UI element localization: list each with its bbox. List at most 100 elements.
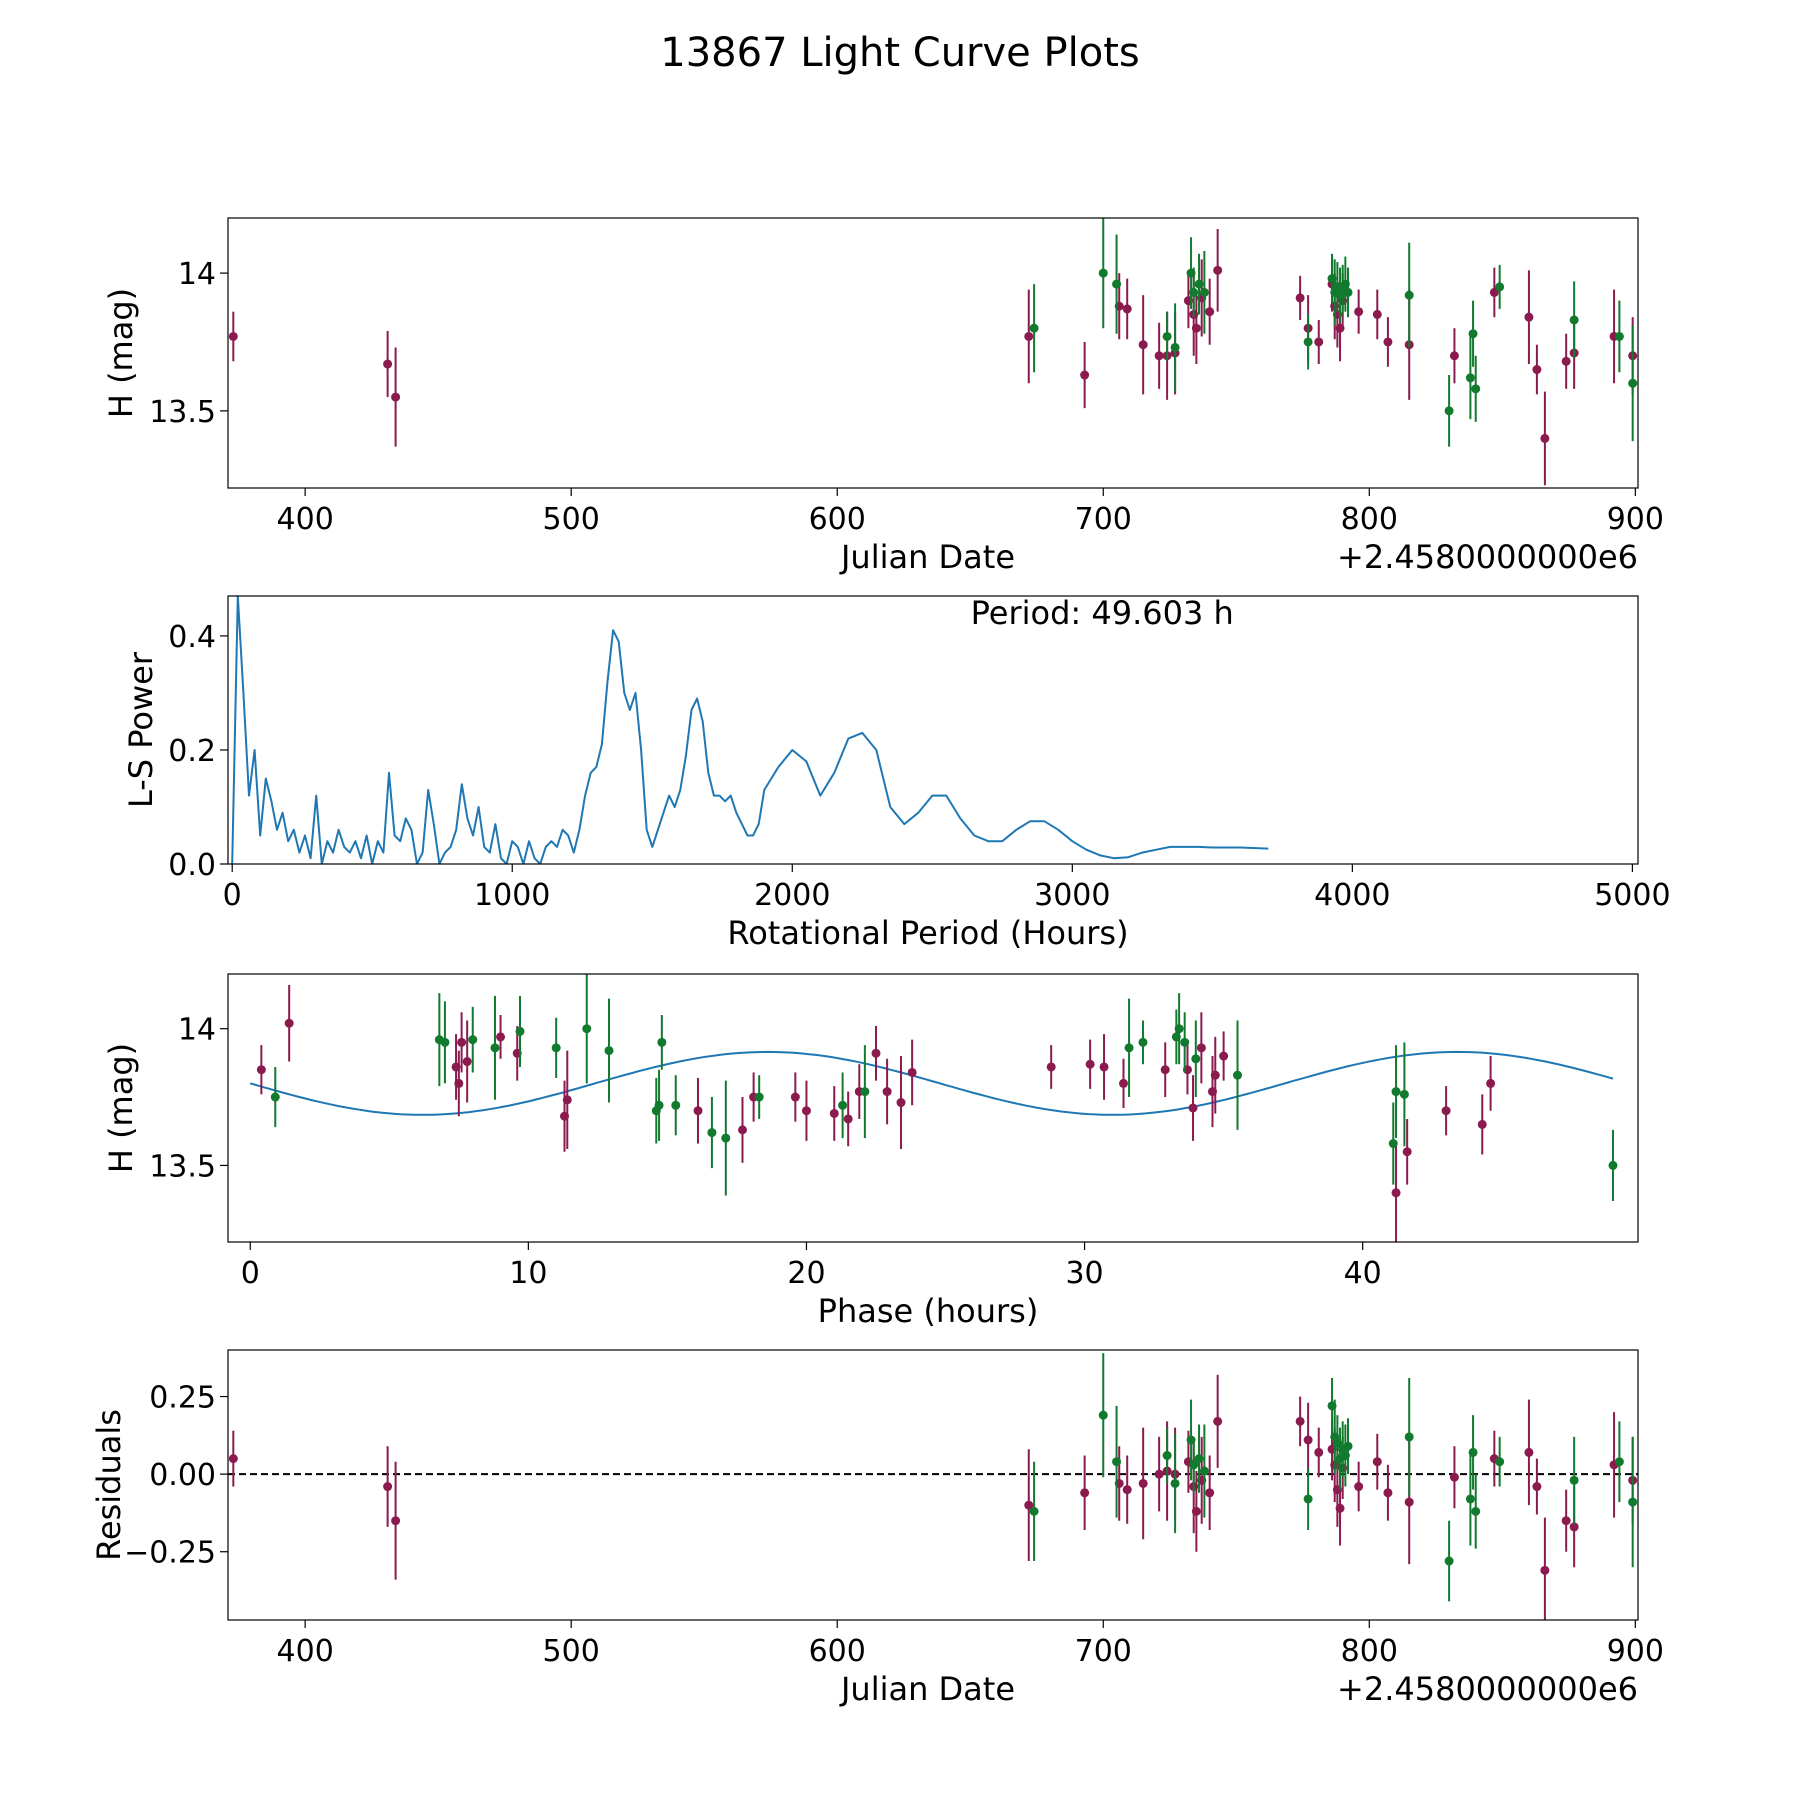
phase-folded-point-A	[1160, 1065, 1170, 1075]
residuals-point-A	[1295, 1416, 1305, 1426]
light-curve-xtick-label: 500	[543, 502, 600, 537]
residuals-frame	[227, 1349, 1639, 1621]
phase-folded-point-A	[1219, 1051, 1229, 1061]
light-curve-point-A	[1383, 337, 1393, 347]
phase-folded-point-A	[1085, 1059, 1095, 1069]
light-curve-xtick-label: 600	[809, 502, 866, 537]
phase-folded-xtick-label: 20	[787, 1256, 825, 1291]
phase-folded-point-B	[860, 1087, 870, 1097]
light-curve-point-B	[1468, 329, 1478, 339]
residuals-point-B	[1170, 1478, 1180, 1488]
residuals-panel: 400 500 600 700 800 900 −0.25 0.00 0.25 Julian Da…	[90, 1349, 1664, 1708]
phase-folded-point-A	[562, 1095, 572, 1105]
light-curve-point-A	[1080, 370, 1090, 380]
light-curve-ytick-label: 14	[178, 257, 216, 292]
light-curve-point-A	[391, 392, 401, 402]
light-curve-point-A	[1213, 265, 1223, 275]
residuals-point-B	[1098, 1410, 1108, 1420]
phase-folded-point-B	[654, 1100, 664, 1110]
light-curve-point-A	[228, 331, 238, 341]
light-curve-point-A	[1024, 331, 1034, 341]
phase-folded-data	[249, 974, 1618, 1242]
phase-folded-point-A	[496, 1032, 506, 1042]
residuals-point-B	[1343, 1441, 1353, 1451]
phase-folded-ylabel: H (mag)	[102, 1043, 140, 1173]
figure-title: 13867 Light Curve Plots	[660, 30, 1139, 76]
light-curve-point-A	[1205, 307, 1215, 317]
light-curve-panel: 400 500 600 700 800 900 13.5 14 Julian Date H (ma…	[102, 217, 1664, 576]
light-curve-offset-text: +2.4580000000e6	[1337, 538, 1638, 576]
phase-folded-point-A	[801, 1106, 811, 1116]
phase-folded-point-A	[1119, 1078, 1129, 1088]
phase-folded-point-A	[457, 1037, 467, 1047]
residuals-point-A	[1383, 1488, 1393, 1498]
phase-folded-point-B	[582, 1024, 592, 1034]
periodogram-panel: 0 1000 2000 3000 4000 5000 0.0 0.2 0.4 Rotational…	[122, 594, 1671, 952]
phase-folded-ytick-label: 13.5	[149, 1149, 216, 1184]
residuals-point-A	[1569, 1522, 1579, 1532]
periodogram-ylabel: L-S Power	[122, 651, 160, 808]
residuals-point-B	[1029, 1506, 1039, 1516]
phase-folded-point-A	[1188, 1103, 1198, 1113]
periodogram-ytick-label: 0.2	[168, 734, 216, 769]
periodogram-xtick-label: 1000	[474, 878, 550, 913]
phase-folded-point-A	[843, 1114, 853, 1124]
phase-folded-xtick-label: 0	[241, 1256, 260, 1291]
phase-folded-point-A	[882, 1087, 892, 1097]
phase-folded-point-A	[1210, 1070, 1220, 1080]
light-curve-point-A	[383, 359, 393, 369]
residuals-point-A	[1213, 1416, 1223, 1426]
light-curve-point-A	[1540, 433, 1550, 443]
periodogram-ytick-label: 0.4	[168, 620, 216, 655]
residuals-offset-text: +2.4580000000e6	[1337, 1670, 1638, 1708]
phase-folded-xtick-label: 10	[509, 1256, 547, 1291]
light-curve-point-B	[1444, 406, 1454, 416]
periodogram-data	[231, 596, 1269, 864]
phase-folded-point-B	[671, 1100, 681, 1110]
phase-folded-point-A	[1099, 1062, 1109, 1072]
residuals-point-B	[1303, 1494, 1313, 1504]
residuals-xtick-label: 700	[1075, 1634, 1132, 1669]
phase-folded-xlabel: Phase (hours)	[818, 1292, 1039, 1330]
light-curve-xtick-label: 900	[1607, 502, 1664, 537]
phase-folded-point-A	[1402, 1147, 1412, 1157]
phase-folded-point-A	[1441, 1106, 1451, 1116]
phase-folded-point-B	[1391, 1087, 1401, 1097]
light-curve-point-B	[1404, 290, 1414, 300]
residuals-point-A	[391, 1516, 401, 1526]
light-curve-point-A	[1372, 309, 1382, 319]
residuals-point-B	[1495, 1457, 1505, 1467]
phase-folded-point-B	[551, 1043, 561, 1053]
residuals-point-A	[1314, 1447, 1324, 1457]
phase-folded-point-B	[1608, 1160, 1618, 1170]
periodogram-xtick-label: 5000	[1594, 878, 1670, 913]
residuals-point-B	[1465, 1494, 1475, 1504]
residuals-xtick-label: 800	[1341, 1634, 1398, 1669]
phase-folded-point-A	[1486, 1078, 1496, 1088]
light-curve-point-A	[1449, 351, 1459, 361]
phase-folded-point-B	[515, 1026, 525, 1036]
residuals-data	[228, 1353, 1638, 1620]
phase-folded-point-B	[838, 1100, 848, 1110]
phase-folded-point-B	[468, 1035, 478, 1045]
period-annotation: Period: 49.603 h	[971, 594, 1234, 632]
phase-folded-point-A	[693, 1106, 703, 1116]
phase-folded-point-A	[1391, 1188, 1401, 1198]
phase-folded-point-A	[462, 1057, 472, 1067]
light-curve-point-A	[1532, 365, 1542, 375]
residuals-point-A	[1191, 1506, 1201, 1516]
periodogram-xtick-label: 4000	[1314, 878, 1390, 913]
light-curve-point-B	[1170, 342, 1180, 352]
residuals-point-A	[1561, 1516, 1571, 1526]
phase-folded-point-A	[284, 1018, 294, 1028]
residuals-point-B	[1628, 1497, 1638, 1507]
light-curve-point-B	[1628, 378, 1638, 388]
phase-folded-point-A	[1046, 1062, 1056, 1072]
residuals-point-B	[1444, 1556, 1454, 1566]
phase-folded-point-B	[707, 1128, 717, 1138]
residuals-point-A	[228, 1454, 238, 1464]
phase-folded-point-B	[1233, 1070, 1243, 1080]
phase-folded-point-A	[790, 1092, 800, 1102]
periodogram-xlabel: Rotational Period (Hours)	[727, 914, 1128, 952]
light-curve-point-B	[1194, 279, 1204, 289]
